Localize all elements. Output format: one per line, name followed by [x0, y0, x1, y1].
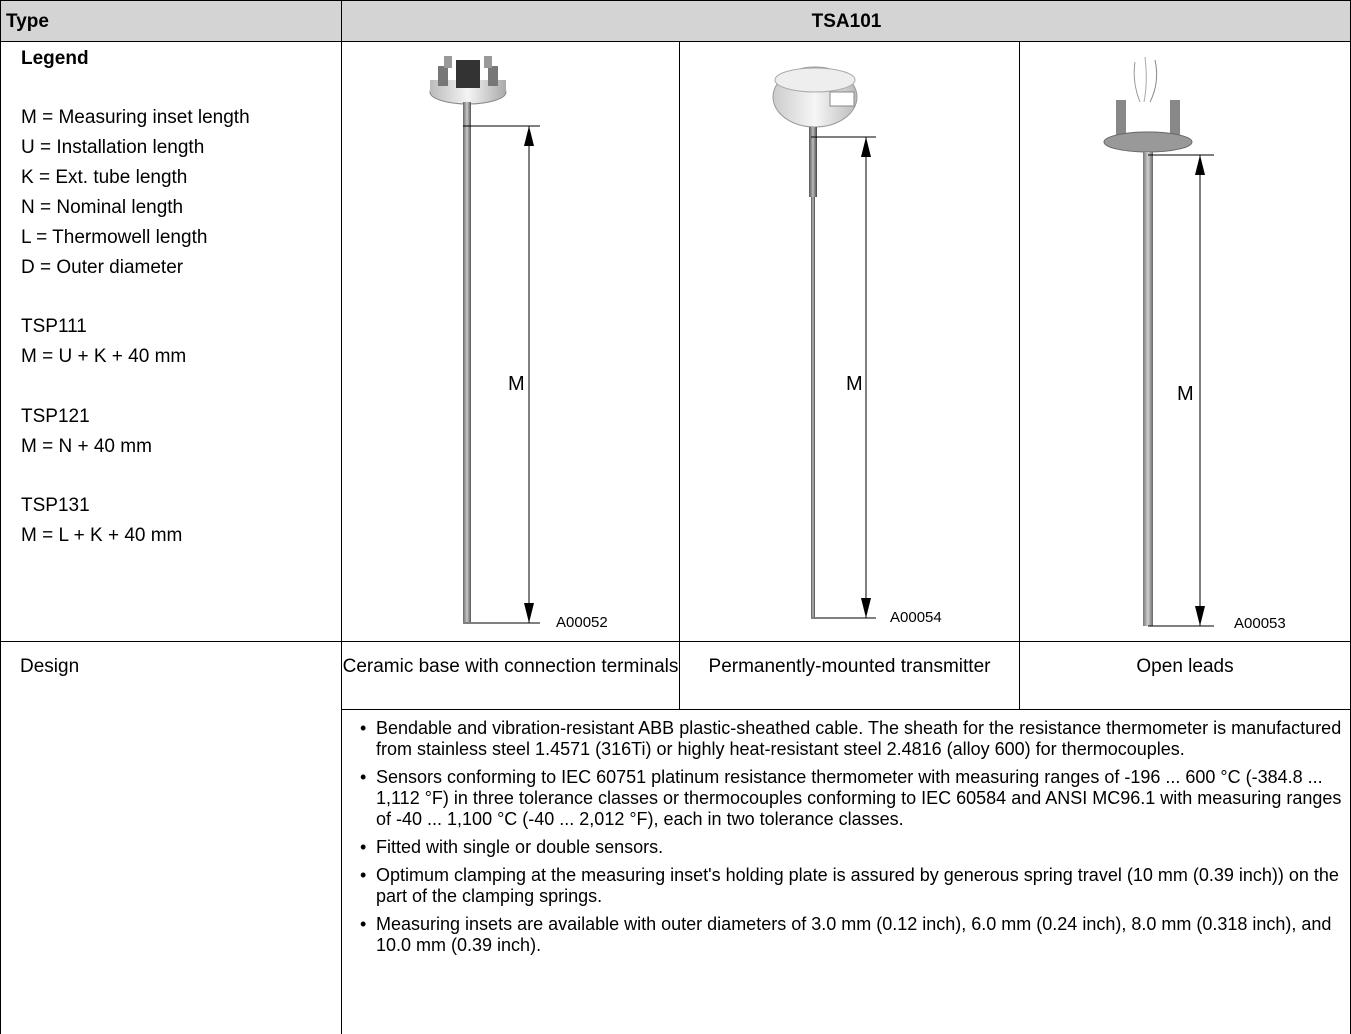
design-option: Open leads	[1020, 655, 1350, 678]
formula-text: M = N + 40 mm	[21, 436, 152, 457]
header-type-cell: Type	[0, 0, 341, 41]
legend-line: K = Ext. tube length	[21, 167, 188, 188]
header-model: TSA101	[811, 11, 882, 32]
border-left	[0, 0, 1, 1034]
transmitter-inset-drawing: M A00054	[772, 66, 942, 626]
design-option: Ceramic base with connection terminals	[342, 655, 679, 678]
formula-name: TSP121	[21, 406, 90, 427]
bullet-item: Measuring insets are available with oute…	[357, 914, 1342, 956]
design-label-cell: Design	[20, 656, 79, 678]
design-option-text: Ceramic base with connection terminals	[342, 656, 679, 677]
dim-label: M	[1177, 383, 1194, 405]
drawing-code: A00054	[890, 609, 942, 626]
design-option: Permanently-mounted transmitter	[680, 655, 1019, 678]
design-label: Design	[20, 656, 80, 677]
legend-line: N = Nominal length	[21, 197, 184, 218]
drawing-code: A00053	[1234, 615, 1286, 632]
border-col2	[679, 41, 680, 709]
formula-name: TSP111	[21, 316, 87, 337]
dim-label: M	[846, 373, 863, 395]
ceramic-base-inset-drawing: M A00052	[429, 56, 608, 631]
open-leads-inset-drawing: M A00053	[1103, 56, 1286, 632]
border-col3	[1019, 41, 1020, 709]
legend-line: M = Measuring inset length	[21, 107, 250, 128]
border-under-images	[0, 641, 1351, 642]
design-option-text: Permanently-mounted transmitter	[708, 656, 991, 677]
bullet-item: Optimum clamping at the measuring inset'…	[357, 865, 1342, 907]
bullet-item: Bendable and vibration-resistant ABB pla…	[357, 718, 1342, 760]
border-under-options	[342, 709, 1351, 710]
legend-line: L = Thermowell length	[21, 227, 208, 248]
border-under-header	[0, 41, 1351, 42]
legend-line: D = Outer diameter	[21, 257, 184, 278]
design-option-text: Open leads	[1136, 656, 1234, 677]
formula-text: M = L + K + 40 mm	[21, 525, 183, 546]
legend-line: U = Installation length	[21, 137, 205, 158]
dim-label: M	[508, 373, 525, 395]
border-col1	[341, 0, 342, 1034]
formula-text: M = U + K + 40 mm	[21, 346, 187, 367]
design-bullet-list: Bendable and vibration-resistant ABB pla…	[357, 718, 1342, 963]
formula-name: TSP131	[21, 495, 90, 516]
drawing-code: A00052	[556, 614, 608, 631]
header-type: Type	[6, 11, 49, 32]
bullet-item: Sensors conforming to IEC 60751 platinum…	[357, 767, 1342, 830]
legend-title: Legend	[21, 48, 89, 69]
bullet-item: Fitted with single or double sensors.	[357, 837, 1342, 858]
header-model-cell: TSA101	[342, 0, 1351, 41]
border-top	[0, 0, 1351, 1]
